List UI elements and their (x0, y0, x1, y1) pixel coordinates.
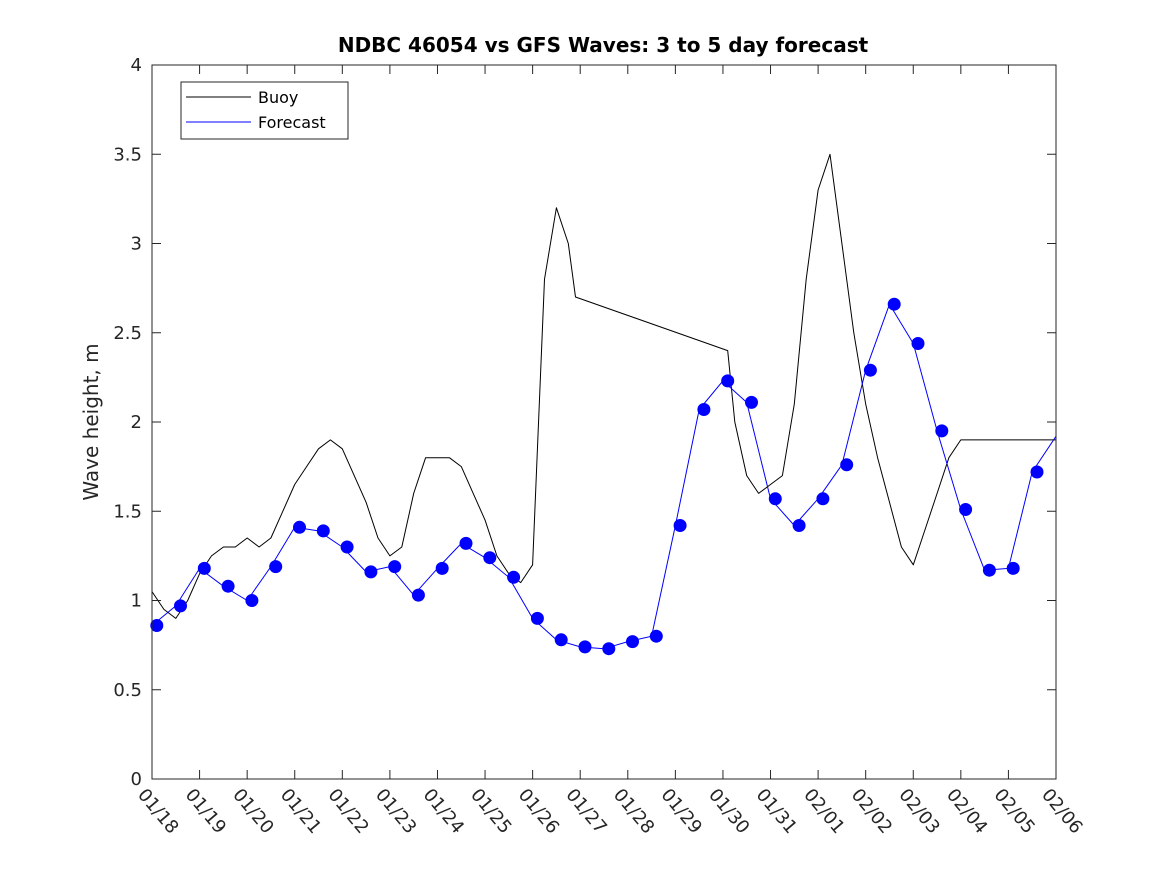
y-tick-label: 1.5 (113, 501, 142, 522)
forecast-point (245, 594, 259, 607)
forecast-point (697, 403, 711, 416)
y-tick-label: 0 (131, 769, 142, 790)
forecast-point (1030, 465, 1044, 479)
forecast-point (721, 374, 735, 388)
forecast-point (507, 570, 521, 584)
y-tick-label: 4 (131, 55, 142, 76)
forecast-point (554, 633, 568, 647)
forecast-point (935, 424, 949, 438)
forecast-point (269, 560, 283, 574)
forecast-point (911, 337, 925, 350)
forecast-point (364, 565, 378, 579)
forecast-point (411, 588, 425, 602)
forecast-point (1006, 561, 1020, 575)
forecast-point (792, 519, 806, 532)
legend-box (180, 81, 349, 140)
forecast-point (221, 579, 235, 593)
series-line-buoy (151, 153, 1056, 619)
forecast-point (649, 629, 663, 643)
forecast-point (959, 503, 973, 516)
forecast-point (316, 524, 330, 538)
y-tick-label: 2.5 (113, 323, 142, 344)
forecast-point (768, 492, 782, 506)
forecast-point (483, 551, 497, 565)
forecast-point (459, 536, 473, 550)
y-tick-label: 2 (131, 412, 142, 433)
forecast-point (840, 458, 854, 472)
forecast-point (887, 297, 901, 311)
marker-layer (150, 297, 1044, 656)
forecast-point (816, 492, 830, 506)
forecast-point (602, 642, 616, 656)
legend: Buoy Forecast (180, 81, 349, 140)
forecast-point (435, 561, 449, 575)
legend-forecast-label: Forecast (258, 113, 326, 132)
forecast-point (388, 560, 402, 574)
legend-buoy-label: Buoy (258, 88, 298, 107)
forecast-point (340, 540, 354, 554)
forecast-point (745, 395, 758, 409)
forecast-point (150, 619, 164, 632)
forecast-point (293, 520, 306, 534)
y-tick-label: 3 (131, 234, 142, 255)
forecast-point (197, 561, 211, 575)
forecast-point (863, 363, 877, 377)
forecast-point (530, 611, 544, 625)
y-tick-label: 1 (131, 591, 142, 612)
forecast-point (578, 640, 592, 654)
y-axis: 0 0.5 1 1.5 2 2.5 3 3.5 4 (113, 55, 1056, 790)
forecast-point (673, 519, 687, 532)
y-axis-label: Wave height, m (79, 343, 103, 500)
forecast-point (982, 563, 996, 577)
forecast-point (626, 635, 639, 649)
forecast-point (174, 599, 187, 613)
chart-title: NDBC 46054 vs GFS Waves: 3 to 5 day fore… (338, 33, 869, 57)
y-tick-label: 0.5 (113, 680, 142, 701)
y-tick-label: 3.5 (113, 144, 142, 165)
